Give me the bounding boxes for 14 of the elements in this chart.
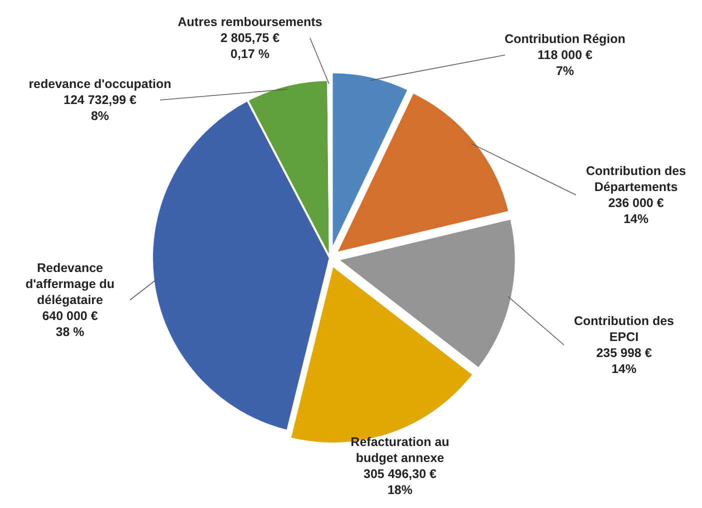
slice-label: Contribution Région (504, 32, 626, 46)
slice-label: Contribution des Départements (586, 164, 686, 194)
slice-label: redevance d'occupation (28, 77, 172, 91)
slice-label: Autres remboursements (178, 15, 322, 29)
data-label: 2 805,75 € 0,17 % (220, 31, 280, 61)
data-label: 124 732,99 € 8% (64, 93, 137, 123)
data-label: 640 000 € 38 % (42, 309, 98, 339)
slice-label: Refacturation au budget annexe (350, 435, 450, 465)
data-label: 235 998 € 14% (596, 346, 652, 376)
slice-label: Contribution des EPCI (574, 314, 674, 344)
slice-label: Redevance d'affermage du délégataire (25, 261, 115, 307)
data-label: 305 496,30 € 18% (364, 467, 437, 497)
data-label: 118 000 € 7% (538, 48, 593, 78)
data-label: 236 000 € 14% (608, 196, 664, 226)
